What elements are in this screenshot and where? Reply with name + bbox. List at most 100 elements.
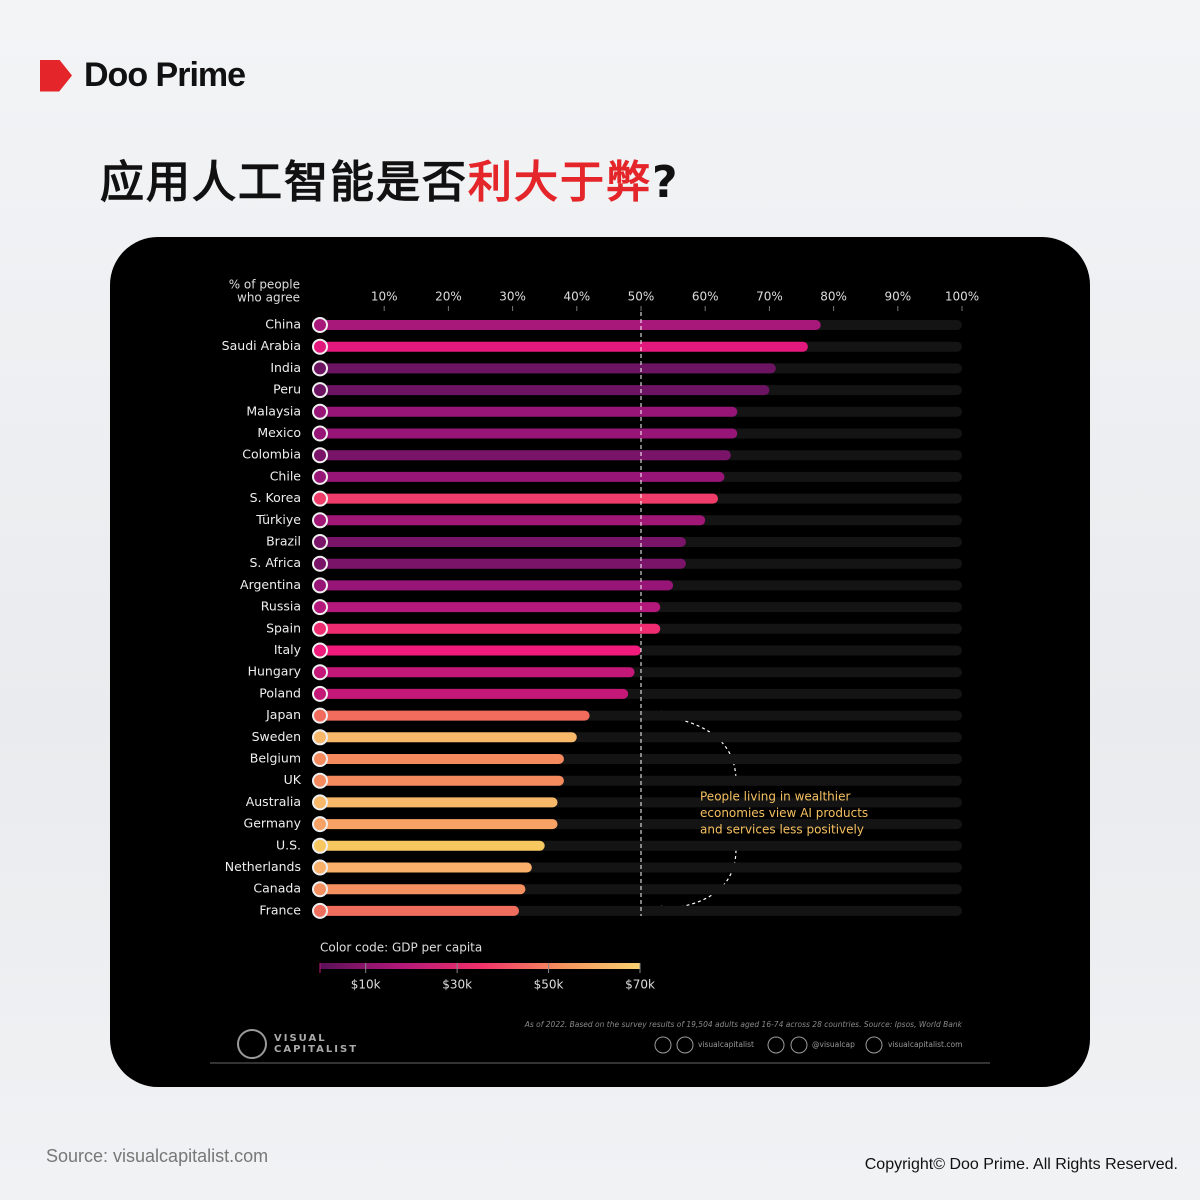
annotation: People living in wealthier — [700, 790, 850, 804]
headline-part: ? — [652, 157, 680, 208]
flag — [312, 599, 328, 616]
y-tick-label: Germany — [244, 816, 302, 831]
y-tick-label: Spain — [266, 620, 301, 635]
y-tick-label: China — [265, 317, 301, 332]
annotation: and services less positively — [700, 823, 864, 837]
flag — [312, 338, 328, 355]
flag — [312, 468, 328, 485]
flag — [312, 859, 328, 876]
flag — [312, 751, 328, 767]
y-tick-label: Canada — [253, 881, 301, 896]
flag — [312, 642, 328, 659]
headline-part: 应用人工智能是否 — [100, 157, 468, 208]
flag — [312, 902, 328, 919]
bar — [320, 623, 661, 634]
axis-title: who agree — [237, 291, 300, 305]
social-icon — [790, 1036, 808, 1054]
source: Source: visualcapitalist.com — [46, 1146, 269, 1166]
colorbar-title: Color code: GDP per capita — [320, 941, 482, 955]
colorbar-tick-label: $10k — [351, 978, 381, 992]
bar — [320, 602, 661, 613]
colorbar-tick-label: $50k — [534, 978, 564, 992]
colorbar — [320, 963, 640, 969]
bar — [320, 819, 558, 830]
bar — [320, 471, 725, 482]
flag — [312, 403, 328, 420]
x-tick-label: 70% — [756, 290, 783, 304]
annotation: economies view AI products — [700, 806, 868, 820]
social-icon — [654, 1036, 672, 1054]
bar — [320, 515, 706, 526]
y-tick-label: Brazil — [266, 534, 301, 549]
bar — [320, 537, 686, 547]
bar — [320, 428, 738, 439]
bar — [320, 667, 635, 678]
flag — [312, 490, 328, 507]
bar — [320, 645, 641, 656]
flag — [312, 664, 328, 681]
flag — [312, 512, 328, 529]
social-icon — [865, 1036, 883, 1054]
y-tick-label: Chile — [270, 468, 302, 483]
flag — [312, 382, 328, 399]
brand-name: Doo Prime — [84, 56, 246, 94]
y-tick-label: Poland — [259, 685, 301, 700]
y-tick-label: Colombia — [242, 447, 301, 462]
bar — [320, 905, 520, 916]
y-tick-label: Japan — [265, 707, 301, 722]
bar — [320, 320, 821, 330]
y-tick-label: Australia — [246, 794, 301, 809]
vc-brand: VISUAL — [274, 1033, 327, 1044]
flag — [312, 707, 328, 724]
source-note: As of 2022. Based on the survey results … — [524, 1020, 963, 1029]
y-tick-label: Argentina — [240, 577, 301, 592]
social-icon — [676, 1036, 694, 1054]
flag — [312, 729, 328, 746]
flag — [312, 794, 328, 811]
flag — [312, 772, 328, 789]
y-tick-label: Mexico — [257, 425, 301, 440]
social-handle: @visualcap — [812, 1040, 855, 1049]
x-tick-label: 30% — [499, 290, 526, 304]
bar — [320, 862, 532, 873]
copyright: Copyright© Doo Prime. All Rights Reserve… — [864, 1156, 1178, 1173]
bar — [320, 493, 719, 504]
colorbar-tick-label: $70k — [625, 978, 655, 992]
x-tick-label: 80% — [820, 290, 847, 304]
bar — [320, 450, 731, 461]
bar — [320, 710, 590, 721]
flag — [312, 881, 328, 898]
headline: 应用人工智能是否利大于弊? — [100, 146, 680, 210]
social-handle: visualcapitalist.com — [888, 1040, 962, 1049]
colorbar-tick-label: $30k — [442, 978, 472, 992]
y-tick-label: France — [259, 902, 301, 917]
flag — [312, 534, 328, 550]
flag — [312, 555, 328, 572]
axis-title: % of people — [229, 278, 300, 292]
bar — [320, 363, 776, 374]
x-tick-label: 20% — [435, 290, 462, 304]
y-tick-label: S. Africa — [249, 555, 301, 570]
brand: Doo Prime — [40, 56, 246, 95]
y-tick-label: Belgium — [250, 751, 301, 766]
x-tick-label: 60% — [692, 290, 719, 304]
y-tick-label: Sweden — [252, 729, 301, 744]
headline-highlight: 利大于弊 — [468, 157, 652, 208]
bar — [320, 558, 686, 569]
y-tick-label: Saudi Arabia — [222, 338, 301, 353]
y-tick-label: Netherlands — [225, 859, 301, 874]
flag — [312, 837, 328, 854]
bar — [320, 580, 674, 591]
x-tick-label: 90% — [884, 290, 911, 304]
bar — [320, 406, 738, 417]
y-tick-label: S. Korea — [250, 490, 301, 505]
y-tick-label: Türkiye — [255, 512, 301, 527]
y-tick-label: U.S. — [276, 837, 301, 852]
x-tick-label: 100% — [945, 290, 979, 304]
vc-brand: CAPITALIST — [274, 1044, 358, 1055]
flag — [312, 685, 328, 702]
y-tick-label: Hungary — [248, 664, 302, 679]
bar — [320, 688, 629, 699]
